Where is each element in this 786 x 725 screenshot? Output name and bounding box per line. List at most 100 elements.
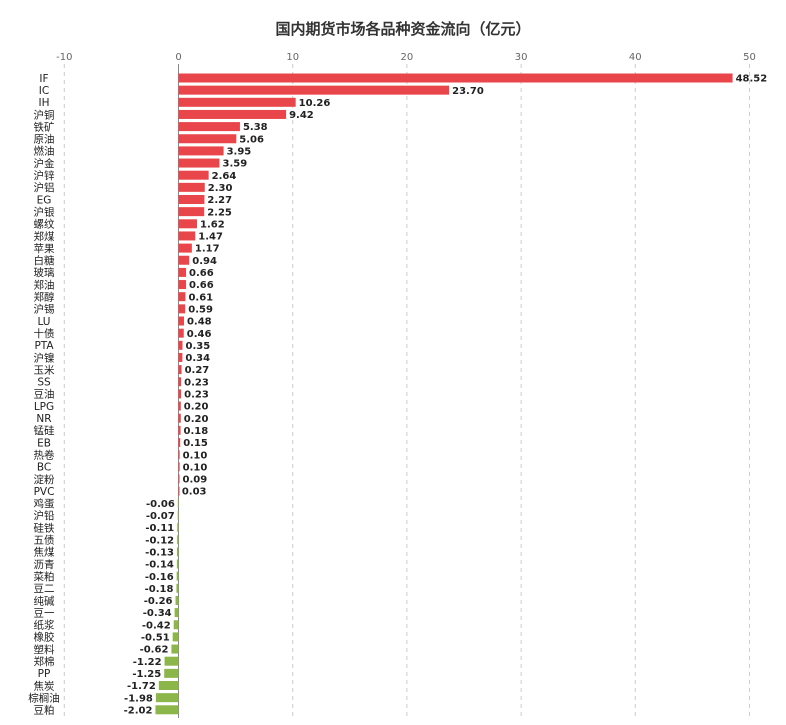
- value-label: 1.62: [200, 219, 225, 230]
- x-tick-label: 10: [286, 52, 299, 63]
- value-label: 0.10: [183, 450, 208, 461]
- bar: [171, 644, 179, 654]
- bar: [177, 547, 179, 557]
- category-label: 玻璃: [34, 266, 55, 279]
- value-label: -0.34: [143, 608, 172, 619]
- category-label: IH: [39, 97, 50, 109]
- value-label: 0.35: [185, 341, 210, 352]
- category-label: 沪金: [34, 157, 55, 170]
- bar: [155, 693, 179, 703]
- value-label: 0.18: [184, 426, 209, 437]
- value-label: -0.06: [146, 499, 175, 510]
- category-label: 沪铜: [34, 108, 55, 121]
- value-label: 1.17: [195, 244, 220, 255]
- value-label: 0.48: [187, 317, 212, 328]
- bar: [178, 474, 180, 484]
- category-label: 硅铁: [34, 521, 55, 534]
- bar: [172, 632, 179, 642]
- category-label: 原油: [34, 133, 55, 146]
- bar: [178, 280, 187, 290]
- bar: [178, 462, 180, 472]
- bar: [178, 219, 198, 229]
- category-label: LU: [37, 316, 50, 328]
- bar: [178, 243, 192, 253]
- bar: [178, 413, 181, 423]
- value-label: 5.06: [239, 134, 264, 145]
- category-label: 螺纹: [34, 218, 55, 231]
- category-label: 塑料: [34, 643, 55, 656]
- category-label: 沪锌: [34, 169, 55, 182]
- category-label: 沪锡: [34, 303, 55, 316]
- category-label: 豆粕: [34, 704, 55, 717]
- category-label: PVC: [34, 486, 55, 498]
- value-label: 0.66: [189, 280, 214, 291]
- value-label: -0.14: [145, 560, 174, 571]
- category-label: 郑油: [34, 278, 55, 291]
- bar: [178, 207, 205, 217]
- category-label: 锰硅: [34, 424, 55, 437]
- bar: [176, 571, 179, 581]
- value-label: 1.47: [198, 232, 223, 243]
- category-label: PTA: [34, 340, 54, 352]
- value-label: 48.52: [736, 74, 768, 85]
- value-label: 0.23: [184, 377, 209, 388]
- category-label: 玉米: [34, 363, 55, 376]
- bar: [174, 608, 179, 618]
- bar: [178, 134, 237, 144]
- value-label: -1.22: [133, 657, 162, 668]
- bar: [178, 328, 184, 338]
- bar: [178, 365, 182, 375]
- x-tick-label: 50: [743, 52, 756, 63]
- bar: [176, 559, 179, 569]
- bar: [178, 109, 287, 119]
- bar: [178, 316, 184, 326]
- bar: [178, 401, 181, 411]
- category-label: 沪铅: [34, 509, 55, 522]
- x-tick-label: 20: [401, 52, 414, 63]
- bar: [177, 535, 179, 545]
- category-label: 沪铝: [34, 181, 55, 194]
- value-label: 2.27: [207, 195, 232, 206]
- value-label: 23.70: [452, 86, 484, 97]
- category-label: 鸡蛋: [34, 497, 55, 510]
- category-label: 橡胶: [34, 631, 55, 644]
- category-label: 沪银: [34, 205, 55, 218]
- category-label: 焦煤: [34, 546, 55, 559]
- category-label: 热卷: [34, 448, 55, 461]
- bar: [158, 681, 179, 690]
- category-label: 纯碱: [34, 594, 55, 607]
- bar: [164, 668, 179, 678]
- category-label: IC: [39, 85, 49, 97]
- chart-title: 国内期货市场各品种资金流向（亿元）: [275, 20, 530, 38]
- category-label: 豆油: [34, 388, 55, 401]
- value-label: -1.25: [132, 669, 161, 680]
- value-label: -2.02: [124, 705, 153, 716]
- bar: [176, 583, 179, 593]
- value-label: 2.30: [208, 183, 233, 194]
- bar: [178, 450, 180, 460]
- category-label: 沪镍: [34, 351, 55, 364]
- value-label: 9.42: [289, 110, 314, 121]
- value-label: -0.07: [146, 511, 175, 522]
- category-label: 郑煤: [34, 230, 55, 243]
- value-label: 0.34: [185, 353, 210, 364]
- bar: [178, 255, 190, 265]
- category-label: 燃油: [34, 145, 55, 158]
- value-label: 0.46: [187, 329, 212, 340]
- category-label: 豆二: [34, 583, 55, 595]
- bars: [155, 73, 733, 715]
- category-label: 郑棉: [34, 655, 55, 668]
- category-label: IF: [39, 73, 48, 85]
- bar: [178, 158, 220, 168]
- value-label: 0.59: [188, 304, 213, 315]
- value-label: 2.25: [207, 207, 232, 218]
- bar: [178, 73, 733, 83]
- bar: [177, 523, 179, 533]
- value-label: -0.51: [141, 633, 170, 644]
- value-label: -0.13: [145, 547, 174, 558]
- bar: [177, 510, 179, 520]
- value-label: -0.42: [142, 620, 171, 631]
- category-label: EG: [37, 194, 52, 206]
- value-label: 3.95: [227, 147, 252, 158]
